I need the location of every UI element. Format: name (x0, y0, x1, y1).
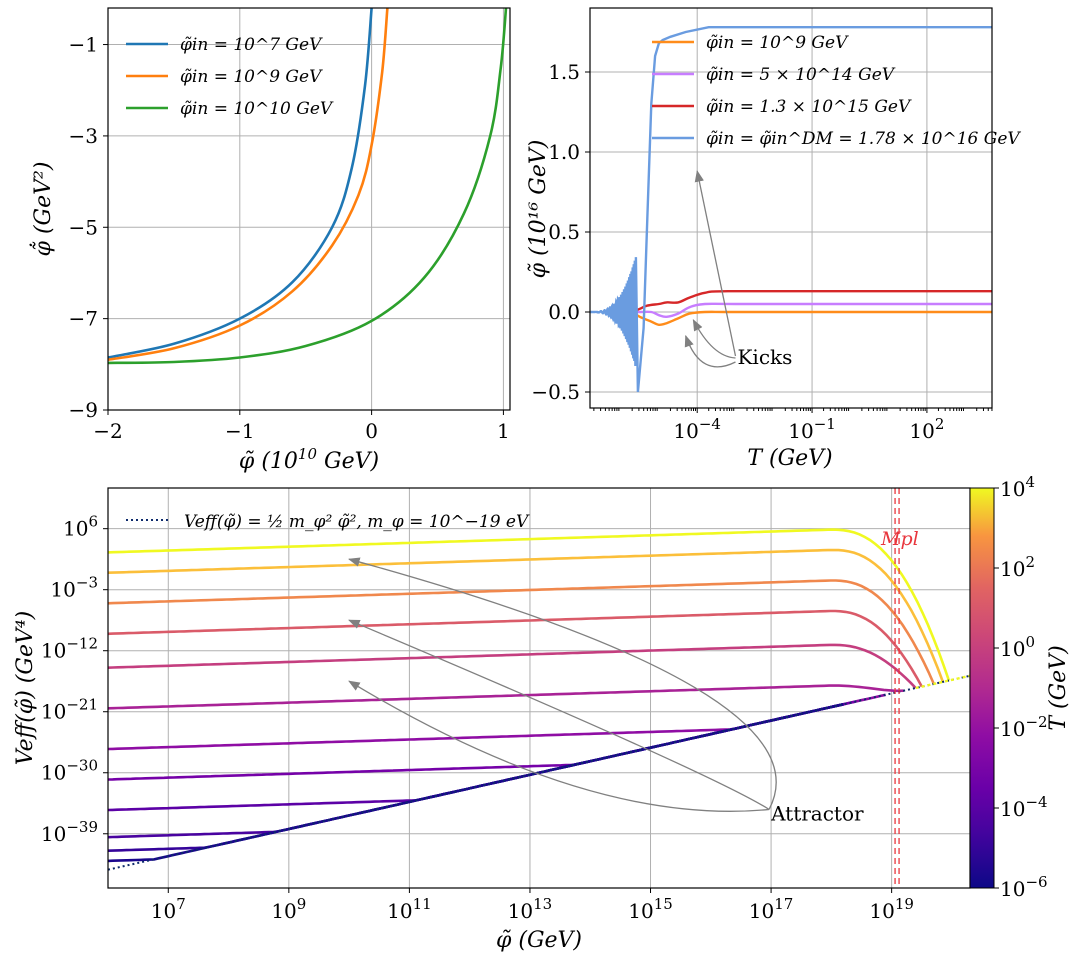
panel-c-ytick-label: 106 (63, 513, 98, 541)
panel-a-ytick-label: −9 (69, 398, 98, 422)
panel-b-series-line (632, 302, 992, 319)
panel-c-lines (108, 488, 970, 888)
panel-a-lines (108, 8, 508, 365)
panel-a-xtick-label: 0 (365, 419, 378, 443)
panel-c-attractor-arrow (347, 557, 777, 810)
panel-b-kick-arrow (684, 334, 736, 368)
panel-c-series-line (108, 643, 917, 689)
panel-b-xtick-label: 10−1 (788, 415, 836, 443)
panel-c-legend-entry: Veff(φ̃) = ½ m_φ² φ̃², m_φ = 10^−19 eV (184, 512, 530, 532)
panel-c-xtick-label: 1015 (628, 895, 673, 923)
panel-c-ticks: 107 109 1011 1013 1015 1017 1019 10−39 10−30 10−2… (41, 513, 914, 923)
panel-b-ytick-label: 0.0 (548, 300, 580, 324)
panel-c-series-line (108, 548, 945, 683)
panel-b-legend: φ̃in = 10^9 GeV φ̃in = 5 × 10^14 GeV φ̃in … (652, 33, 1021, 149)
panel-c-annotation-attractor: Attractor (770, 801, 864, 825)
panel-c-xtick-label: 1019 (869, 895, 914, 923)
panel-a-legend: φ̃in = 10^7 GeV φ̃in = 10^9 GeV φ̃in = 10^… (126, 35, 334, 119)
panel-a-frame (107, 7, 511, 411)
panel-c-legend: Veff(φ̃) = ½ m_φ² φ̃², m_φ = 10^−19 eV (126, 512, 530, 532)
panel-c-xtick-label: 1011 (387, 895, 432, 923)
panel-b-ytick-label: 0.5 (548, 220, 580, 244)
panel-a-ylabel: φ̃̇ (GeV²) (29, 162, 56, 257)
panel-c-series-line (108, 700, 856, 781)
panel-a-series-line (108, 8, 389, 362)
colorbar-label: T (GeV) (1046, 645, 1071, 730)
panel-a-xtick-label: 1 (497, 419, 510, 443)
panel-c-series-line (108, 579, 935, 685)
panel-c-series-line (108, 703, 844, 812)
panel-c-xlabel: φ̃ (GeV) (496, 928, 582, 953)
panel-b-kick-arrow (694, 170, 737, 357)
panel-c-ytick-label: 10−39 (41, 818, 98, 846)
colorbar-tick-label: 102 (1000, 553, 1035, 581)
panel-b-grid (590, 8, 992, 408)
panel-c-mpl-label: Mpl (880, 528, 919, 550)
colorbar (969, 487, 995, 889)
panel-c-xtick-label: 1017 (749, 895, 794, 923)
panel-c-xtick-label: 109 (271, 895, 306, 923)
panel-c-series-line (108, 703, 844, 839)
panel-c-ytick-label: 10−3 (50, 574, 98, 602)
panel-c-xtick-label: 107 (151, 895, 186, 923)
panel-b-xlabel: T (GeV) (747, 446, 832, 471)
panel-b-xtick-label: 10−4 (673, 415, 721, 443)
panel-b-lines (590, 26, 992, 393)
panel-c-series-line (108, 684, 904, 710)
panel-b-series-line (631, 289, 992, 314)
panel-b-annotation-kicks: Kicks (737, 345, 792, 369)
panel-b-xtick-label: 102 (909, 415, 944, 443)
colorbar-ticks: 10−6 10−4 10−2 100 102 104 (994, 473, 1048, 901)
panel-c-ytick-label: 10−12 (41, 635, 98, 663)
panel-c-ylabel: Veff(φ̃) (GeV⁴) (13, 611, 38, 766)
panel-c-series-line (108, 609, 923, 688)
panel-a-ytick-label: −5 (69, 215, 98, 239)
panel-b-legend-entry: φ̃in = φ̃in^DM = 1.78 × 10^16 GeV (706, 129, 1021, 149)
panel-b-legend-entry: φ̃in = 5 × 10^14 GeV (706, 65, 896, 85)
panel-b-frame (589, 7, 993, 409)
panel-b-series-line (590, 26, 992, 393)
panel-a-ytick-label: −3 (69, 124, 98, 148)
colorbar-tick-label: 10−6 (1000, 873, 1048, 901)
panel-a-ytick-label: −1 (69, 33, 98, 57)
panel-c-attractor-line (108, 674, 970, 871)
panel-a-xtick-label: −2 (93, 419, 122, 443)
panel-c-xtick-label: 1013 (508, 895, 553, 923)
panel-c-attractor-arrow (348, 619, 770, 810)
panel-c-series-line (108, 703, 844, 852)
panel-c-ytick-label: 10−21 (41, 696, 98, 724)
panel-b-series-line (631, 310, 992, 327)
panel-b-kick-arrow (692, 318, 736, 359)
panel-a-ytick-label: −7 (69, 307, 98, 331)
panel-b-ytick-label: −0.5 (531, 380, 580, 404)
panel-a-legend-entry: φ̃in = 10^10 GeV (180, 99, 334, 119)
panel-b-legend-entry: φ̃in = 1.3 × 10^15 GeV (706, 97, 912, 117)
panel-b-ticks: 10−4 10−1 102 −0.5 0.0 0.5 1.0 1.5 (531, 60, 993, 443)
panel-a-xlabel: φ̃ (1010 GeV) (239, 445, 379, 474)
panel-a-series-line (108, 8, 508, 365)
panel-b-ytick-label: 1.5 (548, 60, 580, 84)
colorbar-tick-label: 10−2 (1000, 713, 1048, 741)
panel-a-ticks: −2 −1 0 1 −9 −7 −5 −3 −1 (69, 33, 510, 443)
panel-a-series-line (108, 8, 373, 359)
panel-b-ytick-label: 1.0 (548, 140, 580, 164)
panel-a-legend-entry: φ̃in = 10^9 GeV (180, 67, 323, 87)
panel-b-ylabel: φ̃ (10¹⁶ GeV) (526, 140, 551, 279)
panel-a-xtick-label: −1 (225, 419, 254, 443)
panel-c-ytick-label: 10−30 (41, 757, 98, 785)
panel-c: 107 109 1011 1013 1015 1017 1019 10−39 10−30 10−2… (13, 473, 1071, 953)
colorbar-tick-label: 100 (1000, 633, 1035, 661)
panel-c-series-line (108, 703, 844, 863)
panel-c-annotations: Mpl Attractor (347, 528, 919, 825)
panel-c-series-line (108, 528, 951, 681)
colorbar-tick-label: 104 (1000, 473, 1035, 501)
colorbar-tick-label: 10−4 (1000, 793, 1048, 821)
panel-a-legend-entry: φ̃in = 10^7 GeV (180, 35, 323, 55)
panel-b-legend-entry: φ̃in = 10^9 GeV (706, 33, 849, 53)
panel-b: 10−4 10−1 102 −0.5 0.0 0.5 1.0 1.5 φ̃in = 10^9 … (526, 7, 1021, 471)
panel-b-annotations: Kicks (684, 170, 792, 369)
panel-c-attractor-arrow (348, 680, 770, 812)
